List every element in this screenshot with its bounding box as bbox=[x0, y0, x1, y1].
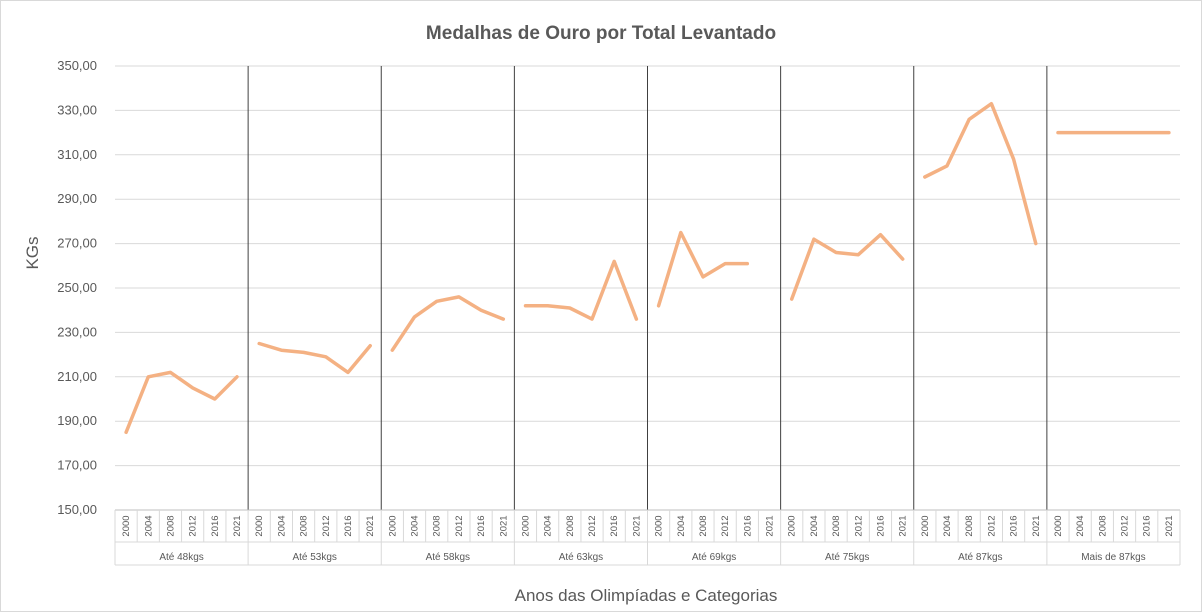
x-tick-year: 2000 bbox=[1053, 515, 1064, 536]
series-line bbox=[390, 295, 506, 352]
x-tick-year: 2016 bbox=[476, 515, 487, 536]
x-tick-year: 2012 bbox=[986, 515, 997, 536]
category-label: Até 75kgs bbox=[825, 552, 869, 563]
x-tick-year: 2012 bbox=[454, 515, 465, 536]
x-tick-year: 2004 bbox=[143, 515, 154, 536]
x-tick-year: 2016 bbox=[210, 515, 221, 536]
x-tick-year: 2021 bbox=[498, 515, 509, 536]
x-tick-year: 2012 bbox=[188, 515, 199, 536]
x-axis: 2000 2004 2008 2012 2016 2021 Até 48kgs 2000 200… bbox=[114, 509, 1181, 566]
category-label: Até 69kgs bbox=[692, 552, 736, 563]
x-tick-year: 2000 bbox=[654, 515, 665, 536]
x-tick-year: 2016 bbox=[609, 515, 620, 536]
x-tick-year: 2021 bbox=[1164, 515, 1175, 536]
x-tick-year: 2012 bbox=[720, 515, 731, 536]
gridlines bbox=[115, 65, 1180, 511]
x-tick-year: 2012 bbox=[853, 515, 864, 536]
y-tick-label: 350,00 bbox=[57, 58, 97, 73]
x-tick-year: 2004 bbox=[1075, 515, 1086, 536]
x-tick-year: 2008 bbox=[165, 515, 176, 536]
x-tick-year: 2021 bbox=[232, 515, 243, 536]
x-tick-year: 2000 bbox=[920, 515, 931, 536]
series-line bbox=[789, 232, 905, 301]
x-tick-year: 2000 bbox=[121, 515, 132, 536]
x-tick-year: 2000 bbox=[520, 515, 531, 536]
x-tick-year: 2004 bbox=[543, 515, 554, 536]
x-tick-year: 2004 bbox=[809, 515, 820, 536]
x-tick-year: 2004 bbox=[410, 515, 421, 536]
x-tick-year: 2004 bbox=[942, 515, 953, 536]
y-tick-label: 250,00 bbox=[57, 280, 97, 295]
x-axis-label: Anos das Olimpíadas e Categorias bbox=[515, 586, 778, 605]
x-tick-year: 2021 bbox=[1031, 515, 1042, 536]
category-label: Até 48kgs bbox=[159, 552, 203, 563]
y-tick-label: 270,00 bbox=[57, 236, 97, 251]
x-tick-year: 2008 bbox=[698, 515, 709, 536]
y-tick-label: 310,00 bbox=[57, 147, 97, 162]
x-tick-year: 2004 bbox=[676, 515, 687, 536]
y-tick-label: 210,00 bbox=[57, 369, 97, 384]
x-tick-year: 2016 bbox=[742, 515, 753, 536]
series-line bbox=[257, 341, 372, 375]
category-label: Até 87kgs bbox=[958, 552, 1002, 563]
y-tick-label: 170,00 bbox=[57, 458, 97, 473]
y-tick-label: 330,00 bbox=[57, 102, 97, 117]
x-tick-year: 2021 bbox=[365, 515, 376, 536]
x-tick-year: 2000 bbox=[787, 515, 798, 536]
x-tick-year: 2021 bbox=[765, 515, 776, 536]
y-axis-ticks: 150,00 170,00 190,00 210,00 230,00 250,00 270,… bbox=[57, 58, 97, 517]
y-tick-label: 290,00 bbox=[57, 191, 97, 206]
x-tick-year: 2021 bbox=[631, 515, 642, 536]
series-line bbox=[656, 230, 750, 308]
category-label: Até 58kgs bbox=[426, 552, 470, 563]
x-tick-year: 2016 bbox=[875, 515, 886, 536]
x-tick-year: 2012 bbox=[321, 515, 332, 536]
x-tick-year: 2012 bbox=[587, 515, 598, 536]
x-tick-year: 2000 bbox=[254, 515, 265, 536]
y-tick-label: 150,00 bbox=[57, 502, 97, 517]
x-tick-year: 2008 bbox=[831, 515, 842, 536]
x-tick-year: 2016 bbox=[1009, 515, 1020, 536]
x-tick-year: 2012 bbox=[1120, 515, 1131, 536]
x-tick-year: 2016 bbox=[343, 515, 354, 536]
series-line bbox=[923, 101, 1038, 246]
x-tick-year: 2008 bbox=[1097, 515, 1108, 536]
x-tick-year: 2021 bbox=[898, 515, 909, 536]
category-label: Mais de 87kgs bbox=[1081, 552, 1145, 563]
y-tick-label: 190,00 bbox=[57, 413, 97, 428]
x-tick-year: 2004 bbox=[276, 515, 287, 536]
x-tick-year: 2008 bbox=[964, 515, 975, 536]
x-tick-year: 2008 bbox=[565, 515, 576, 536]
chart-title: Medalhas de Ouro por Total Levantado bbox=[426, 23, 776, 44]
x-tick-year: 2016 bbox=[1142, 515, 1153, 536]
x-tick-year: 2008 bbox=[299, 515, 310, 536]
series-line bbox=[124, 370, 239, 435]
y-tick-label: 230,00 bbox=[57, 324, 97, 339]
x-tick-year: 2000 bbox=[387, 515, 398, 536]
x-tick-year: 2008 bbox=[432, 515, 443, 536]
series-lines bbox=[124, 101, 1171, 435]
series-line bbox=[523, 259, 639, 321]
y-axis-label: KGs bbox=[23, 236, 42, 269]
category-label: Até 53kgs bbox=[292, 552, 336, 563]
category-label: Até 63kgs bbox=[559, 552, 603, 563]
